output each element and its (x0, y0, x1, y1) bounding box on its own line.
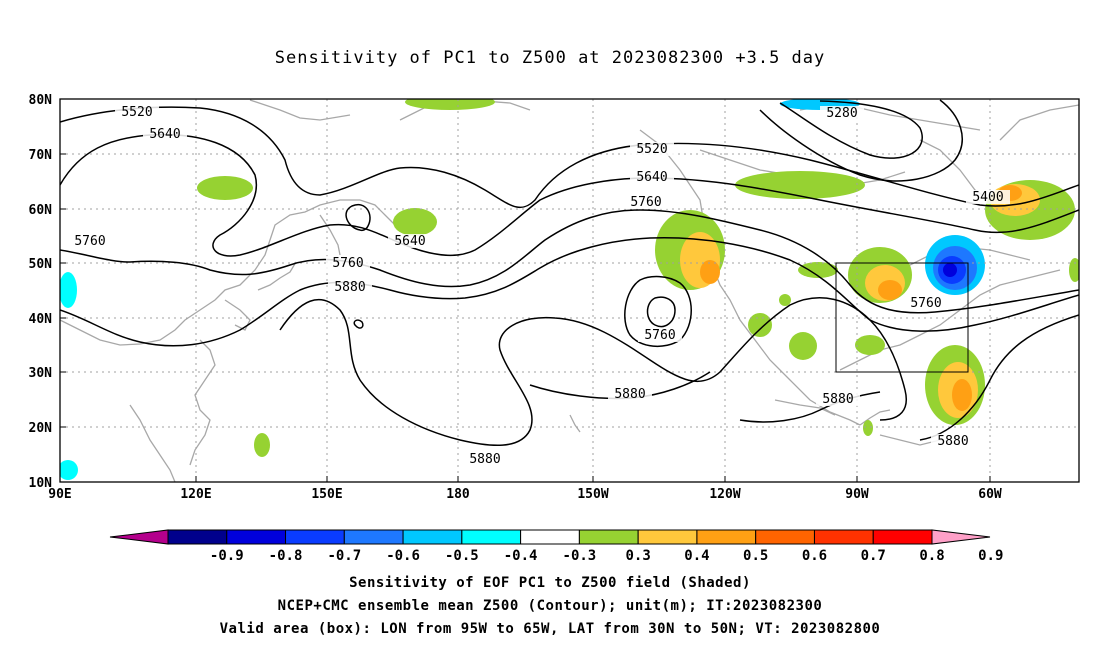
lat-label: 30N (29, 366, 53, 381)
contour-label: 5760 (74, 234, 105, 249)
caption-line-1: Sensitivity of EOF PC1 to Z500 field (Sh… (349, 575, 751, 591)
contour-label: 5520 (121, 105, 152, 120)
contour-label-bg (143, 127, 187, 141)
lat-label: 20N (29, 421, 53, 436)
colorbar-swatch (872, 529, 933, 545)
caption-line-3: Valid area (box): LON from 95W to 65W, L… (219, 621, 881, 637)
contour-label: 5880 (614, 387, 645, 402)
colorbar-swatch (813, 529, 874, 545)
z500-contours (60, 99, 1079, 447)
lon-label: 180 (446, 487, 470, 502)
colorbar-tick-label: -0.5 (445, 548, 479, 564)
contour-label: 5880 (937, 434, 968, 449)
colorbar-tick-label: -0.3 (563, 548, 597, 564)
colorbar-swatch (696, 529, 757, 545)
axis-ticks (60, 98, 991, 483)
contour-label-bg (816, 392, 860, 406)
lon-label: 90E (48, 487, 71, 502)
contour-label-bg (630, 170, 674, 184)
plot-area: 5520 5640 5760 5640 5760 5880 5520 5640 5760 5280… (60, 99, 1079, 482)
colorbar-swatch (755, 529, 815, 545)
lon-label: 120E (180, 487, 211, 502)
contour-label: 5760 (910, 296, 941, 311)
colorbar-swatch (343, 529, 404, 545)
colorbar-underflow-triangle (109, 529, 169, 545)
caption-line-2: NCEP+CMC ensemble mean Z500 (Contour); u… (277, 598, 823, 614)
contour-label: 5880 (469, 452, 500, 467)
colorbar-swatch (578, 529, 639, 545)
contour-label: 5640 (149, 127, 180, 142)
contour-label-bg (904, 296, 948, 310)
colorbar-tick-label: 0.7 (861, 548, 886, 564)
lat-label: 80N (29, 93, 53, 108)
colorbar-swatch (520, 529, 580, 545)
lon-label: 150W (577, 487, 608, 502)
contour-label-bg (638, 328, 682, 342)
contour-label: 5520 (636, 142, 667, 157)
contour-label-bg (966, 190, 1010, 204)
lon-label: 150E (311, 487, 342, 502)
contour-label: 5880 (334, 280, 365, 295)
lat-label: 50N (29, 257, 53, 272)
lat-label: 10N (29, 476, 53, 491)
colorbar-tick-label: 0.6 (802, 548, 827, 564)
contour-label-bg (463, 452, 507, 466)
contour-label: 5280 (826, 106, 857, 121)
valid-area-box (835, 262, 969, 373)
lat-label: 70N (29, 148, 53, 163)
lon-label: 120W (709, 487, 740, 502)
grid-lines (60, 99, 1079, 482)
colorbar-swatch (226, 529, 287, 545)
contour-label-bg (820, 106, 864, 120)
colorbar-swatch (285, 529, 345, 545)
colorbar-tick-label: -0.7 (327, 548, 361, 564)
colorbar-overflow-triangle (931, 529, 991, 545)
contour-label: 5760 (630, 195, 661, 210)
map-title: Sensitivity of PC1 to Z500 at 2023082300… (274, 48, 826, 68)
sensitivity-shading (60, 99, 1079, 480)
colorbar-swatch (461, 529, 522, 545)
plot-frame (59, 98, 1080, 483)
colorbar-tick-label: 0.3 (626, 548, 651, 564)
colorbar-swatch (402, 529, 463, 545)
contour-label-bg (624, 195, 668, 209)
contour-label: 5640 (636, 170, 667, 185)
contour-label-bg (608, 387, 652, 401)
lon-label: 90W (845, 487, 869, 502)
longitude-labels: 90E 120E 150E 180 150W 120W 90W 60W (48, 487, 1002, 502)
colorbar-tick-label: -0.4 (504, 548, 538, 564)
colorbar-swatch (637, 529, 698, 545)
colorbar-tick-label: -0.8 (269, 548, 303, 564)
colorbar: -0.9 -0.8 -0.7 -0.6 -0.5 -0.4 -0.3 0.3 0.4 0.5 0.6… (109, 529, 1003, 564)
colorbar-tick-label: 0.9 (978, 548, 1003, 564)
colorbar-tick-label: 0.5 (743, 548, 768, 564)
contour-label: 5760 (644, 328, 675, 343)
latitude-labels: 80N 70N 60N 50N 40N 30N 20N 10N (29, 93, 53, 491)
coastlines (60, 99, 1079, 482)
contour-label-bg (931, 434, 975, 448)
contour-label-bg (328, 280, 372, 294)
lat-label: 60N (29, 203, 53, 218)
colorbar-swatch (167, 529, 228, 545)
contour-label-bg (68, 234, 112, 248)
colorbar-tick-label: -0.9 (210, 548, 244, 564)
lat-label: 40N (29, 312, 53, 327)
contour-label: 5400 (972, 190, 1003, 205)
colorbar-tick-label: -0.6 (386, 548, 420, 564)
contour-label: 5640 (394, 234, 425, 249)
contour-labels: 5520 5640 5760 5640 5760 5880 5520 5640 5760 5280… (68, 105, 1010, 467)
contour-label-bg (388, 234, 432, 248)
contour-label: 5880 (822, 392, 853, 407)
colorbar-tick-label: 0.8 (919, 548, 944, 564)
contour-label-bg (326, 256, 370, 270)
colorbar-tick-label: 0.4 (684, 548, 709, 564)
lon-label: 60W (978, 487, 1002, 502)
contour-label-bg (630, 142, 674, 156)
contour-label: 5760 (332, 256, 363, 271)
contour-label-bg (115, 105, 159, 119)
